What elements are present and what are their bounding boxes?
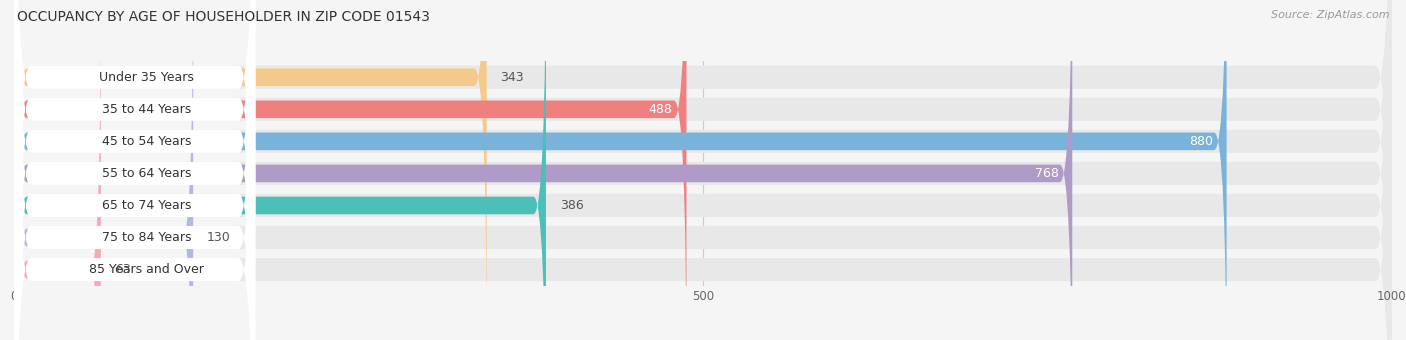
- FancyBboxPatch shape: [14, 0, 256, 340]
- FancyBboxPatch shape: [14, 0, 256, 340]
- FancyBboxPatch shape: [14, 0, 256, 340]
- FancyBboxPatch shape: [14, 0, 686, 340]
- FancyBboxPatch shape: [14, 0, 1392, 340]
- FancyBboxPatch shape: [14, 0, 256, 340]
- FancyBboxPatch shape: [14, 0, 1392, 340]
- Text: 63: 63: [115, 263, 131, 276]
- FancyBboxPatch shape: [14, 0, 1392, 340]
- Text: 386: 386: [560, 199, 583, 212]
- Text: Under 35 Years: Under 35 Years: [100, 71, 194, 84]
- FancyBboxPatch shape: [14, 0, 256, 340]
- FancyBboxPatch shape: [14, 0, 546, 340]
- Text: 35 to 44 Years: 35 to 44 Years: [103, 103, 191, 116]
- Text: 130: 130: [207, 231, 231, 244]
- Text: 768: 768: [1035, 167, 1059, 180]
- Text: 880: 880: [1189, 135, 1213, 148]
- Text: 85 Years and Over: 85 Years and Over: [89, 263, 204, 276]
- FancyBboxPatch shape: [14, 0, 1392, 340]
- FancyBboxPatch shape: [14, 0, 1392, 340]
- Text: 55 to 64 Years: 55 to 64 Years: [103, 167, 191, 180]
- Text: 75 to 84 Years: 75 to 84 Years: [101, 231, 191, 244]
- FancyBboxPatch shape: [14, 0, 1392, 340]
- FancyBboxPatch shape: [14, 0, 1073, 340]
- FancyBboxPatch shape: [14, 0, 256, 340]
- Text: 65 to 74 Years: 65 to 74 Years: [103, 199, 191, 212]
- FancyBboxPatch shape: [14, 0, 1392, 340]
- FancyBboxPatch shape: [14, 0, 486, 340]
- Text: 45 to 54 Years: 45 to 54 Years: [103, 135, 191, 148]
- Text: Source: ZipAtlas.com: Source: ZipAtlas.com: [1271, 10, 1389, 20]
- FancyBboxPatch shape: [14, 0, 1226, 340]
- Text: 343: 343: [501, 71, 524, 84]
- Text: OCCUPANCY BY AGE OF HOUSEHOLDER IN ZIP CODE 01543: OCCUPANCY BY AGE OF HOUSEHOLDER IN ZIP C…: [17, 10, 430, 24]
- Text: 488: 488: [648, 103, 672, 116]
- FancyBboxPatch shape: [14, 0, 193, 340]
- FancyBboxPatch shape: [14, 0, 256, 340]
- FancyBboxPatch shape: [14, 0, 101, 340]
